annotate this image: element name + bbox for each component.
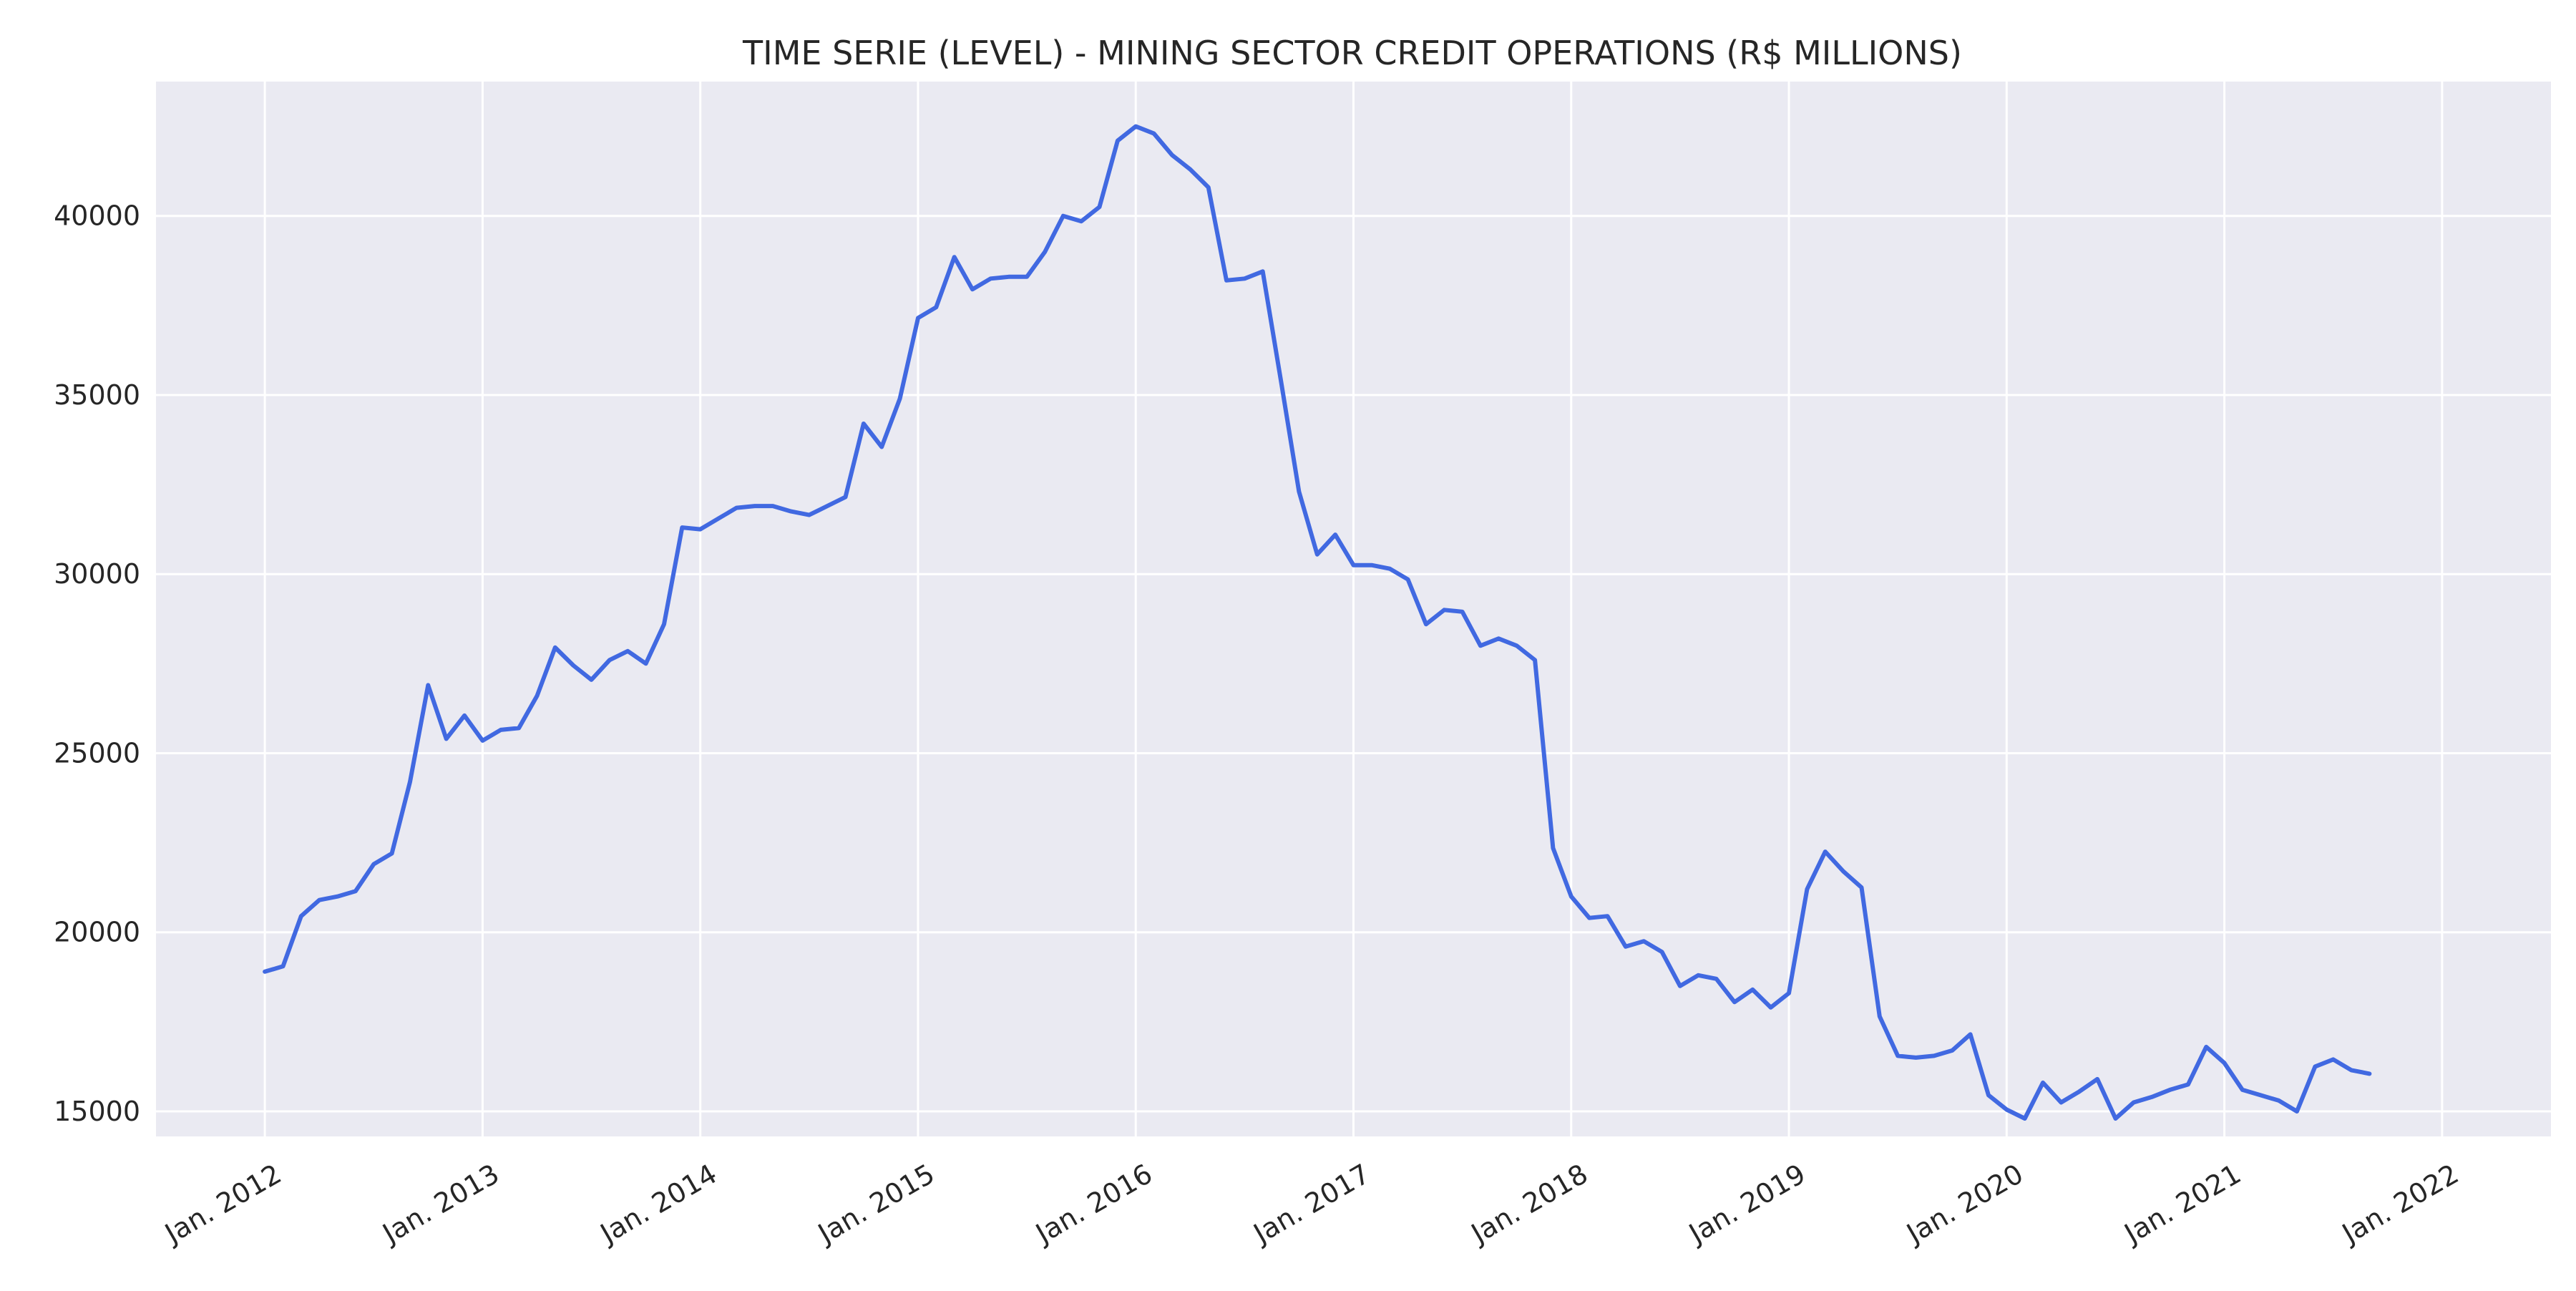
x-tick-label: Jan. 2022 — [2336, 1158, 2464, 1250]
x-tick-label: Jan. 2015 — [811, 1158, 940, 1250]
x-tick-label: Jan. 2013 — [376, 1158, 504, 1250]
chart-title: TIME SERIE (LEVEL) - MINING SECTOR CREDI… — [742, 34, 1962, 72]
x-tick-label: Jan. 2017 — [1247, 1158, 1375, 1250]
x-tick-label: Jan. 2021 — [2118, 1158, 2246, 1250]
x-tick-label: Jan. 2018 — [1465, 1158, 1593, 1250]
y-axis-ticks: 15000 20000 25000 30000 35000 40000 — [54, 200, 140, 1127]
y-tick-label: 15000 — [54, 1096, 140, 1127]
y-tick-label: 35000 — [54, 379, 140, 411]
x-tick-label: Jan. 2020 — [1901, 1158, 2029, 1250]
grid-lines — [156, 82, 2551, 1136]
y-tick-label: 40000 — [54, 200, 140, 232]
y-tick-label: 25000 — [54, 737, 140, 769]
y-tick-label: 20000 — [54, 917, 140, 948]
x-tick-label: Jan. 2014 — [594, 1158, 722, 1250]
series-line — [263, 124, 2372, 1121]
x-tick-label: Jan. 2012 — [158, 1158, 286, 1250]
y-tick-label: 30000 — [54, 558, 140, 590]
x-tick-label: Jan. 2016 — [1030, 1158, 1158, 1250]
x-tick-label: Jan. 2019 — [1682, 1158, 1810, 1250]
x-axis-ticks: Jan. 2012 Jan. 2013 Jan. 2014 Jan. 2015 Jan.… — [158, 1158, 2464, 1250]
